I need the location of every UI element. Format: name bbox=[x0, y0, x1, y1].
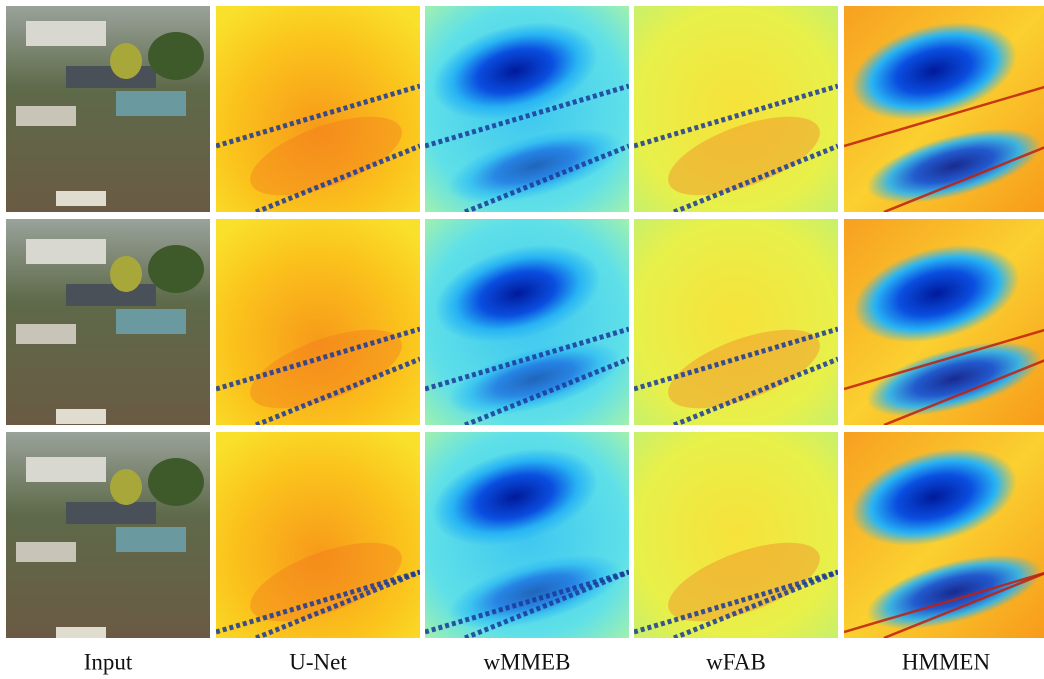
panel-image bbox=[216, 6, 420, 212]
building bbox=[16, 324, 76, 344]
panel-image bbox=[844, 219, 1044, 425]
hot bbox=[668, 542, 820, 622]
stripe bbox=[464, 569, 629, 638]
building bbox=[56, 191, 106, 206]
stripe bbox=[844, 85, 1044, 148]
panel-image bbox=[425, 219, 629, 425]
tree bbox=[148, 458, 204, 506]
stripe bbox=[844, 328, 1044, 391]
stripe bbox=[464, 143, 629, 212]
building bbox=[56, 627, 106, 638]
blob bbox=[447, 341, 623, 417]
panel-image bbox=[634, 432, 838, 638]
panel-image bbox=[634, 219, 838, 425]
blob bbox=[866, 341, 1042, 417]
panel-bg bbox=[216, 219, 420, 425]
blob bbox=[434, 244, 601, 343]
stripe bbox=[673, 569, 838, 638]
hot bbox=[250, 329, 402, 409]
blob bbox=[866, 128, 1042, 204]
blob bbox=[432, 22, 598, 120]
tree bbox=[110, 43, 142, 79]
panel-bg bbox=[634, 6, 838, 212]
tree bbox=[110, 469, 142, 505]
stripe bbox=[216, 83, 420, 149]
building bbox=[116, 527, 186, 552]
hot bbox=[250, 116, 402, 196]
column-label: HMMEN bbox=[902, 649, 991, 674]
stripe bbox=[634, 326, 838, 392]
blob bbox=[853, 244, 1020, 343]
panel-image bbox=[216, 219, 420, 425]
building bbox=[26, 239, 106, 264]
stripe bbox=[883, 359, 1044, 425]
stripe bbox=[673, 356, 838, 425]
blob bbox=[851, 448, 1017, 546]
blob bbox=[851, 22, 1017, 120]
building bbox=[56, 409, 106, 424]
tree bbox=[148, 245, 204, 293]
column-label: wMMEB bbox=[484, 649, 571, 674]
panel-image bbox=[844, 432, 1044, 638]
hot bbox=[668, 116, 820, 196]
stripe bbox=[425, 83, 629, 149]
stripe bbox=[634, 83, 838, 149]
hot bbox=[250, 542, 402, 622]
building bbox=[66, 502, 156, 524]
stripe bbox=[425, 326, 629, 392]
panel-bg bbox=[634, 219, 838, 425]
panel-image bbox=[634, 6, 838, 212]
tree bbox=[148, 32, 204, 80]
blob bbox=[432, 448, 598, 546]
blob bbox=[447, 554, 623, 630]
panel-image bbox=[6, 432, 210, 638]
panel-image bbox=[844, 6, 1044, 212]
building bbox=[16, 542, 76, 562]
column-label: Input bbox=[84, 649, 133, 674]
stripe bbox=[883, 572, 1044, 638]
panel-image bbox=[425, 432, 629, 638]
blob bbox=[447, 128, 623, 204]
panel-bg bbox=[216, 6, 420, 212]
stripe bbox=[255, 143, 420, 212]
building bbox=[26, 21, 106, 46]
building bbox=[116, 91, 186, 116]
stripe bbox=[673, 143, 838, 212]
stripe bbox=[255, 356, 420, 425]
stripe bbox=[634, 569, 838, 635]
stripe bbox=[216, 569, 420, 635]
building bbox=[116, 309, 186, 334]
panel-image bbox=[425, 6, 629, 212]
panel-image bbox=[6, 219, 210, 425]
stripe bbox=[425, 569, 629, 635]
column-label: U-Net bbox=[289, 649, 347, 674]
stripe bbox=[255, 569, 420, 638]
building bbox=[26, 457, 106, 482]
column-label: wFAB bbox=[706, 649, 766, 674]
hot bbox=[668, 329, 820, 409]
building bbox=[66, 66, 156, 88]
stripe bbox=[844, 571, 1044, 634]
tree bbox=[110, 256, 142, 292]
stripe bbox=[464, 356, 629, 425]
stripe bbox=[883, 146, 1044, 212]
panel-image bbox=[216, 432, 420, 638]
panel-image bbox=[6, 6, 210, 212]
building bbox=[66, 284, 156, 306]
blob bbox=[866, 554, 1042, 630]
stripe bbox=[216, 326, 420, 392]
building bbox=[16, 106, 76, 126]
